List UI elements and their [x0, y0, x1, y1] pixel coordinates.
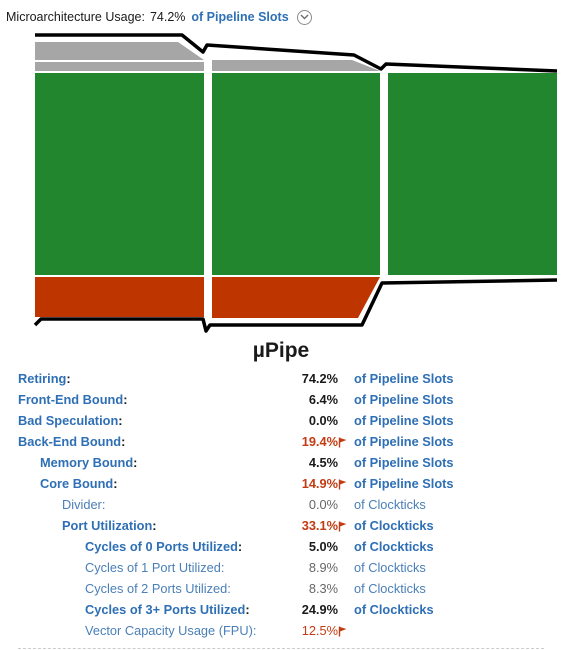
- metric-row: Cycles of 3+ Ports Utilized: 24.9% of Cloc…: [18, 599, 454, 620]
- backend-bound-segment-stage2: [212, 277, 380, 318]
- metric-row: Cycles of 2 Ports Utilized: 8.3% of Clockt…: [18, 578, 454, 599]
- metric-row: Core Bound: 14.9% of Pipeline Slots: [18, 473, 454, 494]
- metric-value: 6.4%: [308, 392, 338, 407]
- metric-row: Divider: 0.0% of Clockticks: [18, 494, 454, 515]
- metric-name: Cycles of 1 Port Utilized: [85, 560, 221, 575]
- metric-unit-link[interactable]: of Clockticks: [354, 518, 434, 533]
- metric-unit-link[interactable]: of Clockticks: [354, 539, 434, 554]
- warning-flag-icon: [338, 479, 347, 490]
- metric-name[interactable]: Retiring: [18, 371, 67, 386]
- chevron-down-icon: [300, 14, 309, 20]
- metric-name-colon: :: [101, 497, 106, 512]
- retiring-segment-stage2: [212, 73, 380, 275]
- metric-name-colon: :: [123, 392, 128, 407]
- retiring-segment-stage1: [35, 73, 204, 275]
- metric-value: 8.9%: [308, 560, 338, 575]
- metric-row: Back-End Bound: 19.4% of Pipeline Slots: [18, 431, 454, 452]
- bottom-divider: [18, 648, 544, 649]
- metric-value: 5.0%: [308, 539, 338, 554]
- header-unit-link[interactable]: of Pipeline Slots: [191, 10, 289, 24]
- metric-row: Port Utilization: 33.1% of Clockticks: [18, 515, 454, 536]
- warning-flag-icon: [338, 626, 347, 637]
- frontend-bound-segment-stage1: [35, 42, 204, 60]
- expand-chevron-button[interactable]: [296, 9, 312, 25]
- metric-name-colon: :: [245, 602, 250, 617]
- metric-name-colon: :: [66, 371, 71, 386]
- metric-unit-link[interactable]: of Pipeline Slots: [354, 392, 454, 407]
- metric-name[interactable]: Front-End Bound: [18, 392, 124, 407]
- metric-name-colon: :: [227, 581, 231, 596]
- metric-name: Vector Capacity Usage (FPU): [85, 623, 253, 638]
- metric-unit-link[interactable]: of Clockticks: [354, 560, 426, 575]
- metric-name-colon: :: [220, 560, 225, 575]
- metric-name[interactable]: Back-End Bound: [18, 434, 122, 449]
- metric-name: Cycles of 2 Ports Utilized: [85, 581, 228, 596]
- metric-name[interactable]: Core Bound: [40, 476, 114, 491]
- metric-unit-link[interactable]: of Pipeline Slots: [354, 455, 454, 470]
- metric-name[interactable]: Cycles of 3+ Ports Utilized: [85, 602, 246, 617]
- metric-row: Memory Bound: 4.5% of Pipeline Slots: [18, 452, 454, 473]
- metric-value: 24.9%: [301, 602, 338, 617]
- metric-name: Divider: [62, 497, 102, 512]
- metric-row: Vector Capacity Usage (FPU): 12.5%: [18, 620, 454, 641]
- metric-value: 14.9%: [301, 476, 338, 491]
- metric-unit-link[interactable]: of Clockticks: [354, 497, 426, 512]
- metric-value: 4.5%: [308, 455, 338, 470]
- metric-name[interactable]: Port Utilization: [62, 518, 153, 533]
- metric-value: 19.4%: [301, 434, 338, 449]
- upipe-title: µPipe: [252, 339, 310, 362]
- metric-name[interactable]: Cycles of 0 Ports Utilized: [85, 539, 238, 554]
- metric-row: Cycles of 1 Port Utilized: 8.9% of Clockti…: [18, 557, 454, 578]
- metric-value: 74.2%: [301, 371, 338, 386]
- metric-name-colon: :: [152, 518, 157, 533]
- metric-name[interactable]: Bad Speculation: [18, 413, 119, 428]
- metrics-table: Retiring: 74.2% of Pipeline Slots Front-End…: [18, 368, 454, 641]
- header-value: 74.2%: [149, 10, 186, 24]
- frontend-bound-segment-stage2: [212, 60, 380, 71]
- metric-value: 8.3%: [308, 581, 338, 596]
- metric-name-colon: :: [252, 623, 257, 638]
- pipe-bottom-outline: [33, 278, 558, 333]
- upipe-diagram: [33, 33, 558, 333]
- metric-row: Bad Speculation: 0.0% of Pipeline Slots: [18, 410, 454, 431]
- metric-unit-link[interactable]: of Clockticks: [354, 581, 426, 596]
- metric-name-colon: :: [237, 539, 243, 554]
- header-label: Microarchitecture Usage:: [6, 10, 145, 24]
- warning-flag-icon: [338, 521, 347, 532]
- metric-row: Retiring: 74.2% of Pipeline Slots: [18, 368, 454, 389]
- microarchitecture-usage-header: Microarchitecture Usage: 74.2% of Pipeli…: [6, 9, 312, 25]
- metric-row: Front-End Bound: 6.4% of Pipeline Slots: [18, 389, 454, 410]
- metric-name-colon: :: [121, 434, 126, 449]
- metric-value: 0.0%: [308, 413, 338, 428]
- retiring-segment-stage3: [388, 73, 557, 275]
- warning-flag-icon: [338, 437, 347, 448]
- metric-unit-link[interactable]: of Pipeline Slots: [354, 413, 454, 428]
- metric-unit-link[interactable]: of Clockticks: [354, 602, 434, 617]
- metric-unit-link[interactable]: of Pipeline Slots: [354, 434, 454, 449]
- metric-unit-link[interactable]: of Pipeline Slots: [354, 476, 454, 491]
- metric-name-colon: :: [113, 476, 118, 491]
- metric-value: 33.1%: [301, 518, 338, 533]
- metric-value: 0.0%: [308, 497, 338, 512]
- backend-bound-segment-stage1: [35, 277, 204, 317]
- metric-name-colon: :: [118, 413, 123, 428]
- metric-name-colon: :: [133, 455, 138, 470]
- metric-unit-link[interactable]: of Pipeline Slots: [354, 371, 454, 386]
- metric-name[interactable]: Memory Bound: [40, 455, 134, 470]
- bad-speculation-segment-stage1: [35, 62, 204, 71]
- metric-row: Cycles of 0 Ports Utilized: 5.0% of Clockt…: [18, 536, 454, 557]
- metric-value: 12.5%: [301, 623, 338, 638]
- pipe-top-outline: [35, 33, 558, 73]
